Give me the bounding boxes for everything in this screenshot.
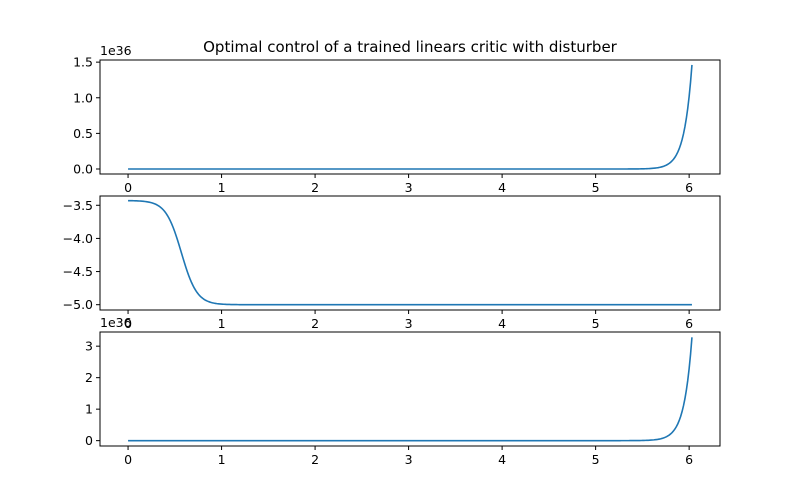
series-line [128, 64, 693, 170]
x-tick-label: 1 [218, 452, 226, 467]
y-offset-label: 1e36 [100, 315, 132, 330]
x-tick-label: 2 [311, 452, 319, 467]
y-tick-label: 2 [85, 370, 93, 385]
y-tick-label: −4.0 [63, 231, 93, 246]
subplot-2: 0 1 2 3 4 5 6 −5.0 −4.5 −4.0 −3.5 [63, 195, 721, 331]
x-tick-label: 1 [218, 180, 226, 195]
x-tick-label: 5 [592, 452, 600, 467]
y-offset-label: 1e36 [100, 43, 132, 58]
x-tick-label: 0 [124, 452, 132, 467]
y-tick-label: −4.5 [63, 264, 93, 279]
y-tick-label: 0 [85, 433, 93, 448]
axes-frame [99, 195, 721, 311]
x-tick-label: 6 [685, 180, 693, 195]
x-tick-label: 0 [124, 180, 132, 195]
y-tick-label: −3.5 [63, 198, 93, 213]
x-tick-label: 4 [498, 452, 506, 467]
x-tick-label: 5 [592, 180, 600, 195]
y-tick-label: 1 [85, 402, 93, 417]
x-tick-label: 2 [311, 316, 319, 331]
x-tick-label: 0 [124, 316, 132, 331]
axes-frame [99, 331, 721, 447]
series-line [128, 337, 693, 442]
x-tick-label: 3 [405, 316, 413, 331]
subplot-1: 0 1 2 3 4 5 6 0.0 0.5 1.0 1.5 1e36 [73, 43, 721, 195]
subplot-3: 0 1 2 3 4 5 6 0 1 2 3 1e36 [85, 315, 721, 467]
x-tick-label: 3 [405, 452, 413, 467]
chart-title: Optimal control of a trained linears cri… [203, 38, 618, 56]
x-tick-label: 2 [311, 180, 319, 195]
y-tick-label: 0.5 [73, 126, 93, 141]
y-tick-label: 3 [85, 339, 93, 354]
x-tick-label: 1 [218, 316, 226, 331]
x-tick-label: 6 [685, 316, 693, 331]
y-tick-label: −5.0 [63, 297, 93, 312]
x-tick-label: 5 [592, 316, 600, 331]
x-tick-label: 4 [498, 180, 506, 195]
x-tick-label: 4 [498, 316, 506, 331]
series-line [128, 199, 692, 306]
axes-frame [99, 59, 721, 175]
y-tick-label: 1.0 [73, 90, 93, 105]
x-tick-label: 6 [685, 452, 693, 467]
y-tick-label: 0.0 [73, 162, 93, 177]
y-tick-label: 1.5 [73, 55, 93, 70]
x-tick-label: 3 [405, 180, 413, 195]
